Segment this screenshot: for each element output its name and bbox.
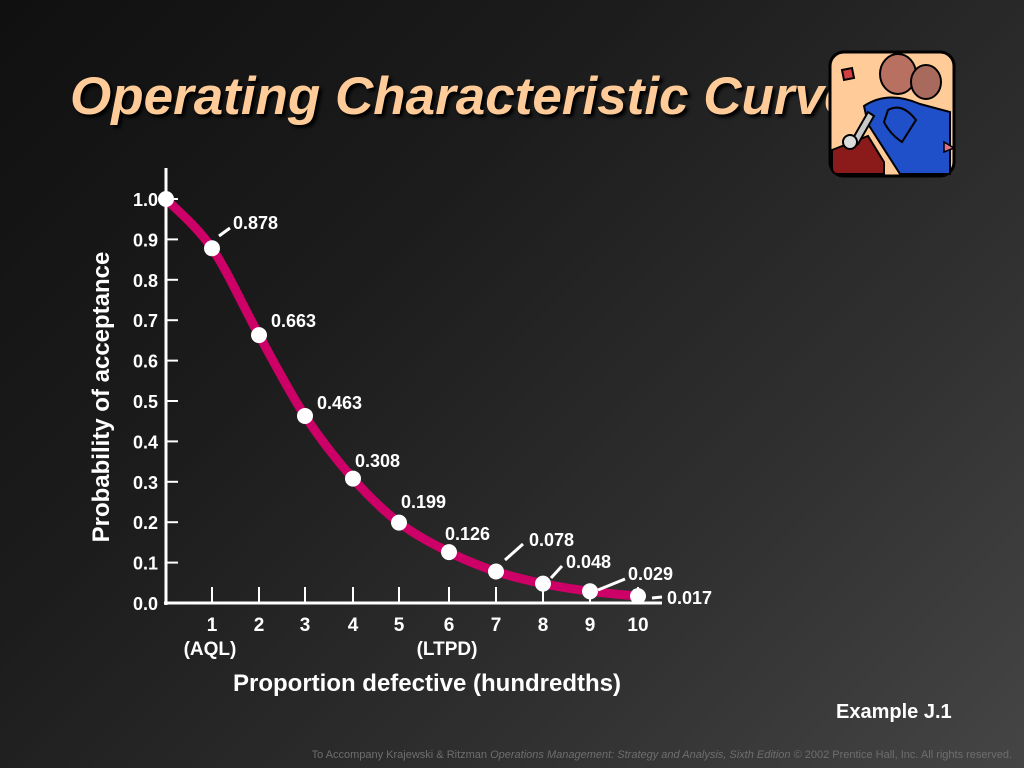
y-tick-label: 0.2 bbox=[133, 513, 158, 533]
y-tick-label: 1.0 bbox=[133, 190, 158, 210]
data-label: 0.029 bbox=[628, 564, 673, 584]
data-label: 0.199 bbox=[401, 492, 446, 512]
y-tick-label: 0.8 bbox=[133, 271, 158, 291]
x-tick-label: 6 bbox=[444, 615, 455, 636]
data-point bbox=[441, 544, 457, 561]
data-point bbox=[297, 407, 313, 424]
example-label: Example J.1 bbox=[836, 701, 952, 723]
data-label: 0.078 bbox=[529, 530, 574, 550]
footer-suffix: © 2002 Prentice Hall, Inc. All rights re… bbox=[790, 749, 1012, 761]
x-tick-sublabel: (AQL) bbox=[184, 639, 237, 660]
x-axis-label: Proportion defective (hundredths) bbox=[233, 670, 621, 697]
footer-prefix: To Accompany Krajewski & Ritzman bbox=[311, 749, 491, 761]
data-label: 0.463 bbox=[317, 393, 362, 413]
data-point bbox=[582, 583, 598, 600]
x-tick-label: 9 bbox=[585, 615, 596, 636]
data-label: 0.663 bbox=[271, 311, 316, 331]
y-tick-label: 0.1 bbox=[133, 554, 158, 574]
y-tick-label: 0.0 bbox=[133, 594, 158, 614]
data-label: 0.048 bbox=[566, 552, 611, 572]
x-tick-label: 4 bbox=[348, 615, 359, 636]
data-point bbox=[391, 514, 407, 531]
y-axis-label: Probability of acceptance bbox=[88, 252, 115, 543]
data-label-leader bbox=[549, 564, 564, 580]
data-label: 0.017 bbox=[667, 588, 712, 608]
x-tick-label: 3 bbox=[300, 615, 311, 636]
data-point bbox=[204, 240, 220, 257]
y-tick-label: 0.4 bbox=[133, 432, 158, 452]
y-tick-label: 0.6 bbox=[133, 352, 158, 372]
x-tick-sublabel: (LTPD) bbox=[417, 639, 478, 660]
data-label-leader bbox=[218, 226, 231, 238]
data-point bbox=[158, 191, 174, 207]
data-label-leader bbox=[651, 595, 663, 600]
data-point bbox=[488, 563, 504, 580]
data-label: 0.878 bbox=[233, 213, 278, 233]
data-point bbox=[345, 470, 361, 487]
footer-credit: To Accompany Krajewski & Ritzman Operati… bbox=[312, 749, 1012, 761]
y-tick-label: 0.5 bbox=[133, 392, 158, 412]
y-tick-label: 0.7 bbox=[133, 311, 158, 331]
y-tick-label: 0.9 bbox=[133, 230, 158, 250]
data-label: 0.308 bbox=[355, 451, 400, 471]
x-tick-label: 5 bbox=[394, 615, 405, 636]
footer-book-title: Operations Management: Strategy and Anal… bbox=[490, 749, 791, 761]
mechanic-with-wrench-icon bbox=[828, 50, 956, 178]
x-tick-label: 8 bbox=[538, 615, 549, 636]
x-tick-label: 2 bbox=[254, 615, 265, 636]
slide-title: Operating Characteristic Curve bbox=[70, 67, 854, 126]
data-label-leader bbox=[504, 542, 524, 562]
x-tick-label: 7 bbox=[491, 615, 502, 636]
data-label: 0.126 bbox=[445, 524, 490, 544]
x-tick-label: 10 bbox=[627, 615, 648, 636]
data-label-leader bbox=[597, 577, 626, 592]
data-point bbox=[630, 588, 646, 605]
y-tick-label: 0.3 bbox=[133, 473, 158, 493]
data-point bbox=[251, 327, 267, 344]
x-tick-label: 1 bbox=[207, 615, 218, 636]
data-point bbox=[535, 575, 551, 592]
